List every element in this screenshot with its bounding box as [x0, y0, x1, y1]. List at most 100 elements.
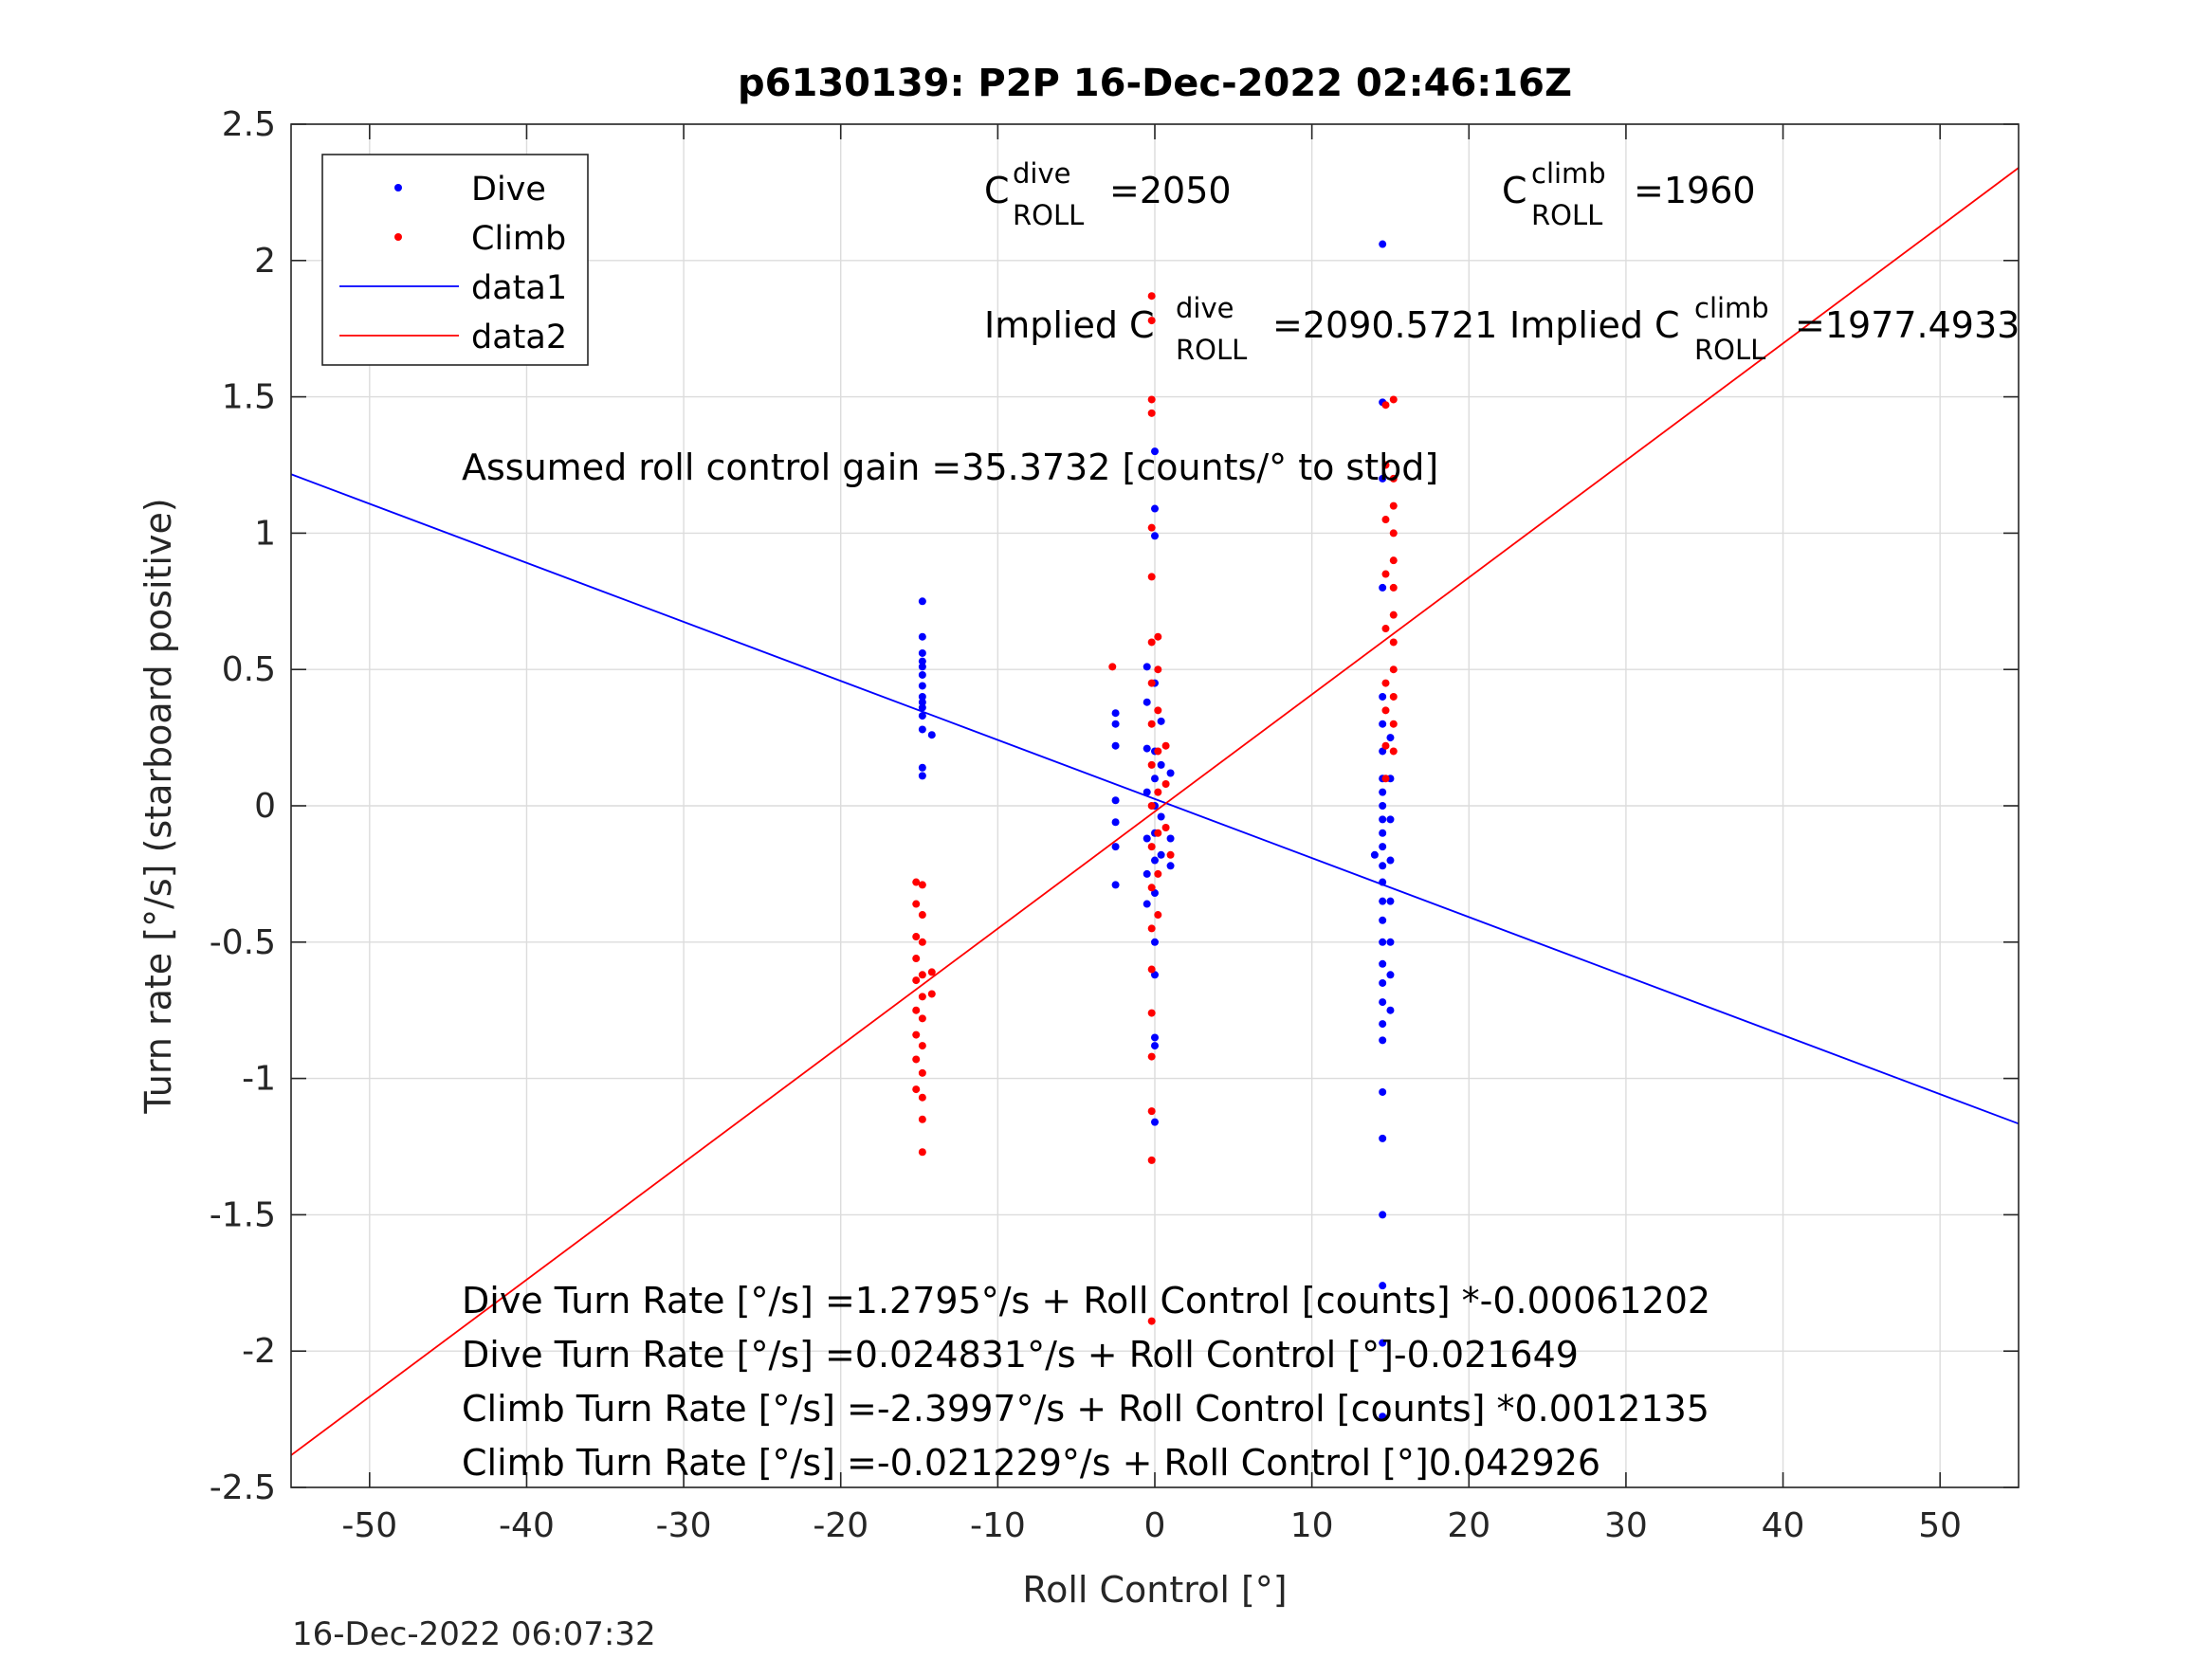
- legend-label: Dive: [471, 171, 546, 209]
- point-climb: [918, 1148, 926, 1157]
- point-climb: [1389, 583, 1398, 592]
- y-tick-label: 0.5: [222, 650, 276, 689]
- x-tick-label: 40: [1762, 1506, 1805, 1545]
- point-climb: [918, 1115, 926, 1123]
- y-tick-label: 2: [254, 242, 276, 281]
- point-climb: [1389, 611, 1398, 619]
- point-dive: [1111, 881, 1120, 889]
- annotation-gain: Assumed roll control gain =35.3732 [coun…: [462, 447, 1438, 488]
- y-tick-label: 2.5: [222, 105, 276, 144]
- point-climb: [912, 933, 921, 941]
- legend-label: data1: [471, 269, 567, 307]
- x-tick-label: -10: [970, 1506, 1026, 1545]
- point-dive: [1379, 862, 1387, 870]
- point-dive: [918, 703, 926, 712]
- legend-marker-dive: [394, 184, 402, 191]
- point-dive: [927, 731, 936, 739]
- point-dive: [1166, 769, 1175, 777]
- point-climb: [1381, 706, 1390, 715]
- svg-text:=1977.4933: =1977.4933: [1795, 304, 2020, 346]
- point-climb: [918, 911, 926, 920]
- y-tick-label: 0: [254, 787, 276, 826]
- point-dive: [1379, 1134, 1387, 1142]
- point-dive: [918, 657, 926, 665]
- point-dive: [1379, 1413, 1387, 1421]
- point-dive: [918, 763, 926, 772]
- point-climb: [1154, 829, 1162, 837]
- x-tick-label: -40: [499, 1506, 555, 1545]
- point-dive: [1379, 829, 1387, 837]
- point-climb: [1154, 706, 1162, 715]
- point-climb: [927, 990, 936, 998]
- point-dive: [918, 670, 926, 679]
- point-climb: [1147, 760, 1156, 769]
- point-dive: [1379, 959, 1387, 968]
- series-line-data1: [290, 473, 2020, 1125]
- legend-box: [321, 154, 589, 366]
- point-dive: [1151, 775, 1159, 783]
- point-dive: [1157, 850, 1165, 859]
- point-dive: [1166, 834, 1175, 843]
- point-climb: [1147, 802, 1156, 810]
- point-climb: [1147, 395, 1156, 404]
- point-dive: [1379, 938, 1387, 946]
- point-dive: [1386, 897, 1395, 905]
- point-climb: [1381, 679, 1390, 687]
- point-dive: [918, 772, 926, 780]
- point-climb: [1147, 638, 1156, 647]
- point-dive: [1379, 1339, 1387, 1347]
- fit-lines: [290, 167, 2020, 1456]
- point-dive: [1379, 815, 1387, 824]
- point-dive: [1379, 1282, 1387, 1290]
- point-dive: [1157, 760, 1165, 769]
- point-climb: [1147, 1317, 1156, 1325]
- point-dive: [918, 682, 926, 690]
- point-climb: [1154, 869, 1162, 878]
- point-climb: [918, 971, 926, 979]
- point-climb: [1389, 747, 1398, 756]
- point-climb: [1147, 843, 1156, 851]
- point-climb: [1147, 1052, 1156, 1061]
- point-dive: [1151, 532, 1159, 540]
- point-dive: [1379, 1036, 1387, 1045]
- point-dive: [1379, 878, 1387, 886]
- svg-text:C: C: [984, 170, 1010, 211]
- point-climb: [918, 993, 926, 1001]
- legend-label: data2: [471, 319, 567, 356]
- point-climb: [1147, 1156, 1156, 1164]
- point-dive: [1386, 734, 1395, 742]
- x-tick-label: 0: [1144, 1506, 1166, 1545]
- y-tick-label: 1.5: [222, 378, 276, 417]
- svg-text:ROLL: ROLL: [1176, 334, 1247, 366]
- point-climb: [1147, 317, 1156, 325]
- point-climb: [1389, 665, 1398, 674]
- x-tick-label: 20: [1447, 1506, 1490, 1545]
- svg-text:Implied C: Implied C: [1509, 304, 1680, 346]
- point-climb: [1154, 665, 1162, 674]
- point-climb: [1154, 788, 1162, 796]
- point-climb: [1389, 556, 1398, 565]
- x-tick-label: 30: [1604, 1506, 1648, 1545]
- point-climb: [1381, 741, 1390, 750]
- point-climb: [1147, 720, 1156, 728]
- point-climb: [918, 1014, 926, 1023]
- point-dive: [1379, 583, 1387, 592]
- point-dive: [918, 663, 926, 671]
- point-dive: [1386, 815, 1395, 824]
- point-dive: [1143, 788, 1151, 796]
- annotation-implied-dive: Implied C dive ROLL =2090.5721: [984, 292, 1497, 366]
- point-climb: [918, 1042, 926, 1050]
- point-climb: [1389, 474, 1398, 483]
- legend-label: Climb: [471, 220, 566, 258]
- point-climb: [1381, 775, 1390, 783]
- x-axis-label: Roll Control [°]: [1022, 1569, 1287, 1611]
- y-axis-label: Turn rate [°/s] (starboard positive): [137, 498, 179, 1114]
- annotation-c-climb: C climb ROLL =1960: [1502, 157, 1756, 231]
- y-tick-label: -2.5: [210, 1468, 276, 1507]
- point-climb: [912, 955, 921, 963]
- point-climb: [1381, 516, 1390, 524]
- svg-text:dive: dive: [1176, 292, 1234, 324]
- point-dive: [918, 725, 926, 734]
- y-tick-label: -0.5: [210, 923, 276, 962]
